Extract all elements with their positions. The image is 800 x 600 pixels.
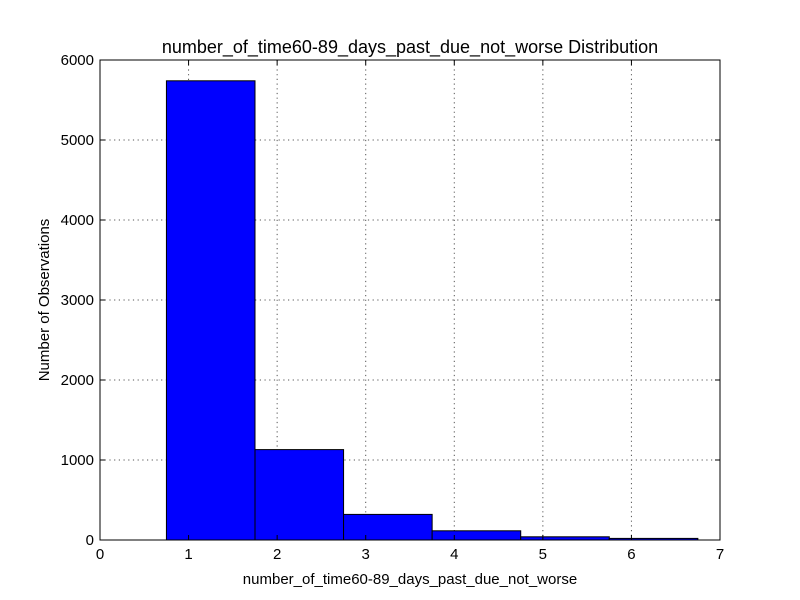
x-tick-label: 6 (627, 546, 635, 563)
histogram-bar (254, 449, 345, 541)
histogram-bar (431, 530, 522, 541)
x-axis-label: number_of_time60-89_days_past_due_not_wo… (243, 571, 577, 588)
x-tick-label: 4 (450, 546, 458, 563)
x-tick-label: 3 (362, 546, 370, 563)
histogram-bar (165, 80, 256, 541)
y-tick-label: 4000 (61, 212, 94, 229)
y-tick-label: 5000 (61, 132, 94, 149)
y-tick-label: 6000 (61, 52, 94, 69)
axis-ticks (99, 59, 721, 541)
y-tick-labels: 0 1000 2000 3000 4000 5000 6000 (61, 52, 94, 549)
y-axis-label: Number of Observations (36, 219, 53, 382)
y-tick-label: 0 (86, 532, 94, 549)
y-tick-label: 2000 (61, 372, 94, 389)
y-tick-label: 3000 (61, 292, 94, 309)
x-tick-label: 5 (539, 546, 547, 563)
x-tick-label: 2 (273, 546, 281, 563)
x-tick-label: 7 (716, 546, 724, 563)
x-tick-labels: 0 1 2 3 4 5 6 7 (96, 546, 724, 563)
histogram-bar (343, 513, 433, 541)
y-tick-label: 1000 (61, 452, 94, 469)
chart-title: number_of_time60-89_days_past_due_not_wo… (162, 37, 658, 58)
x-tick-label: 1 (184, 546, 192, 563)
x-tick-label: 0 (96, 546, 104, 563)
histogram-bars (165, 80, 699, 541)
